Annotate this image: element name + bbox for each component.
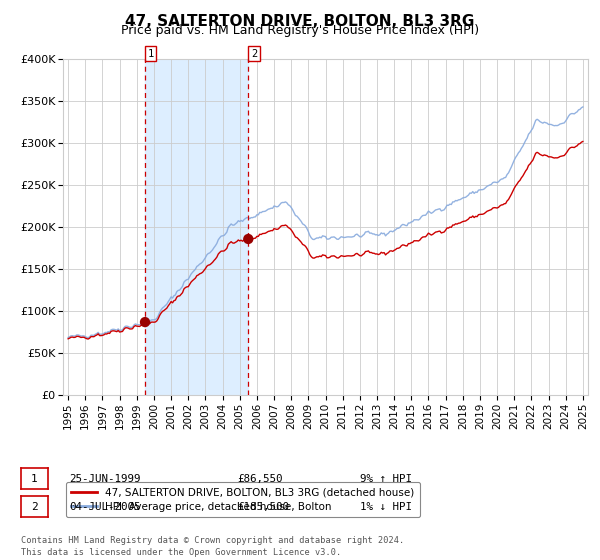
Bar — [145, 59, 248, 395]
Text: 47, SALTERTON DRIVE, BOLTON, BL3 3RG: 47, SALTERTON DRIVE, BOLTON, BL3 3RG — [125, 14, 475, 29]
Text: £86,550: £86,550 — [237, 474, 283, 484]
Text: Price paid vs. HM Land Registry's House Price Index (HPI): Price paid vs. HM Land Registry's House … — [121, 24, 479, 37]
Text: 2: 2 — [31, 502, 38, 512]
Text: 9% ↑ HPI: 9% ↑ HPI — [360, 474, 412, 484]
Text: Contains HM Land Registry data © Crown copyright and database right 2024.
This d: Contains HM Land Registry data © Crown c… — [21, 536, 404, 557]
Point — [244, 235, 253, 244]
Text: 25-JUN-1999: 25-JUN-1999 — [69, 474, 140, 484]
Text: 2: 2 — [251, 49, 257, 59]
Text: £185,500: £185,500 — [237, 502, 289, 512]
Text: 1% ↓ HPI: 1% ↓ HPI — [360, 502, 412, 512]
Legend: 47, SALTERTON DRIVE, BOLTON, BL3 3RG (detached house), HPI: Average price, detac: 47, SALTERTON DRIVE, BOLTON, BL3 3RG (de… — [65, 482, 419, 517]
Text: 1: 1 — [31, 474, 38, 484]
Text: 04-JUL-2005: 04-JUL-2005 — [69, 502, 140, 512]
Text: 1: 1 — [148, 49, 154, 59]
Point — [140, 318, 150, 326]
